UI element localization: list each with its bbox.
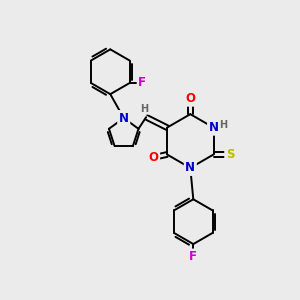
Text: N: N [208,121,219,134]
Text: N: N [185,161,195,174]
Text: H: H [141,104,149,114]
Text: O: O [185,92,195,105]
Text: F: F [138,76,146,89]
Text: H: H [219,120,227,130]
Text: S: S [226,148,234,161]
Text: O: O [148,151,159,164]
Text: F: F [189,250,197,263]
Text: N: N [119,112,129,124]
